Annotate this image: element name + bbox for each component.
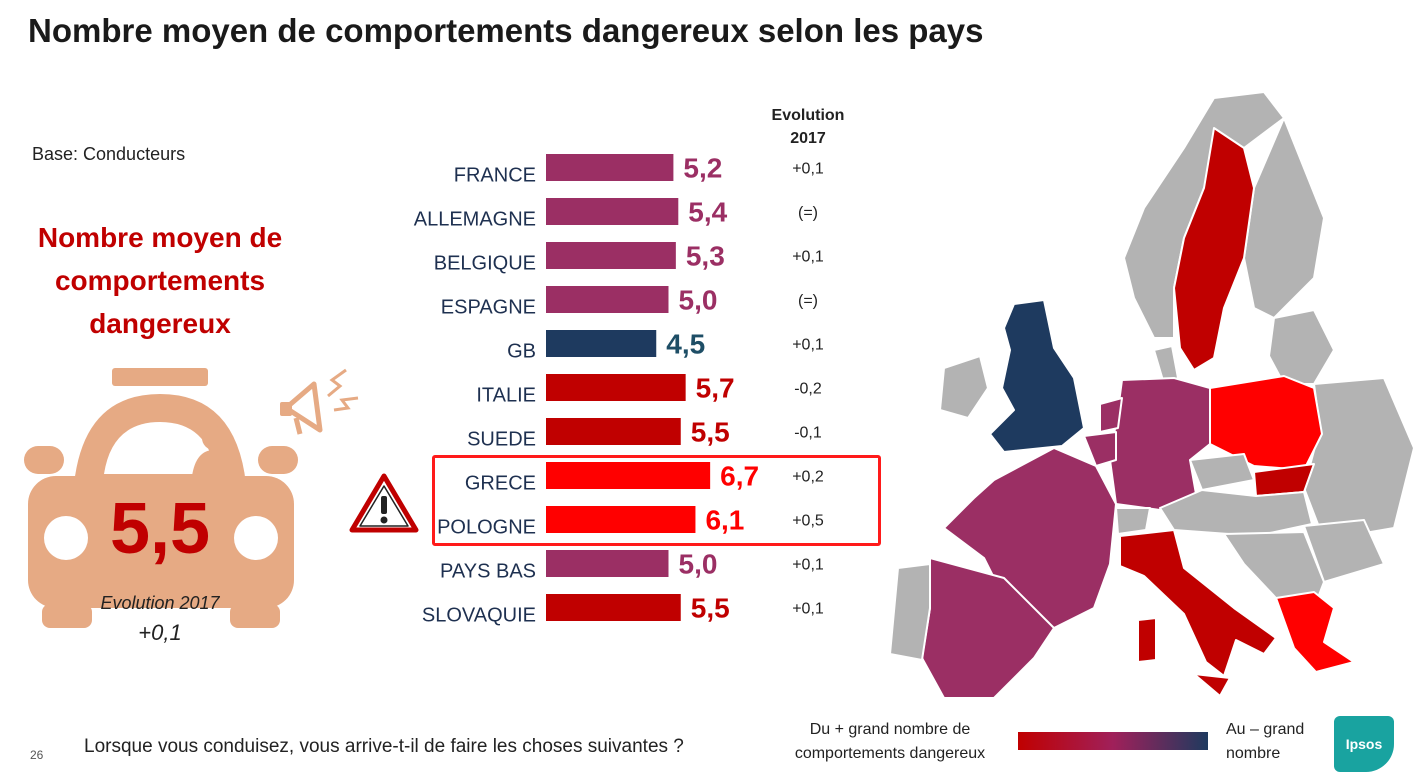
- map-sweden: [1173, 127, 1255, 371]
- map-czech: [1189, 453, 1255, 491]
- kpi-title-line: comportements: [54, 265, 266, 296]
- kpi-evolution-label: Evolution 2017: [100, 593, 220, 613]
- map-belarus-ukraine: [1303, 377, 1414, 541]
- category-label: PAYS BAS: [440, 561, 536, 583]
- bar: [546, 154, 674, 181]
- evolution-header: Evolution 2017: [758, 104, 858, 150]
- value-label: 6,7: [720, 461, 759, 492]
- legend-left-label: Du + grand nombre de comportements dange…: [770, 718, 1010, 766]
- category-label: ITALIE: [476, 385, 536, 407]
- legend-line: nombre: [1226, 745, 1281, 762]
- category-label: SUEDE: [467, 429, 536, 451]
- bar-chart: FRANCE 5,2 +0,1 ALLEMAGNE 5,4 (=) BELGIQUE 5,3 +…: [414, 153, 824, 627]
- value-label: 5,3: [686, 241, 725, 272]
- category-label: POLOGNE: [437, 517, 536, 539]
- value-label: 5,0: [679, 285, 718, 316]
- map-italy: [1119, 529, 1277, 677]
- value-label: 5,4: [688, 197, 727, 228]
- map-sardinia: [1137, 617, 1157, 663]
- evolution-value: +0,1: [792, 601, 824, 618]
- evolution-value: -0,1: [794, 425, 822, 442]
- bar: [546, 286, 669, 313]
- evolution-header-line: Evolution: [771, 107, 845, 124]
- kpi-title-line: dangereux: [89, 308, 231, 339]
- kpi-title-line: Nombre moyen de: [37, 222, 283, 253]
- map-portugal: [889, 563, 931, 661]
- value-label: 5,5: [691, 417, 730, 448]
- logo-text: Ipsos: [1345, 736, 1383, 752]
- value-label: 5,0: [679, 549, 718, 580]
- evolution-value: (=): [798, 293, 818, 310]
- evolution-value: +0,1: [792, 161, 824, 178]
- evolution-value: +0,5: [792, 513, 824, 530]
- bar: [546, 594, 681, 621]
- value-label: 5,2: [683, 153, 722, 184]
- evolution-value: (=): [798, 205, 818, 222]
- bar: [546, 330, 657, 357]
- map-norway: [1123, 91, 1285, 339]
- category-label: ALLEMAGNE: [414, 209, 536, 231]
- value-label: 6,1: [705, 505, 744, 536]
- map-greece: [1275, 591, 1355, 673]
- value-label: 4,5: [666, 329, 705, 360]
- kpi-evolution-value: +0,1: [138, 620, 182, 645]
- category-label: ESPAGNE: [441, 297, 536, 319]
- map-slovakia: [1253, 463, 1315, 497]
- legend-gradient-bar: [1018, 732, 1208, 750]
- map-austria-hungary: [1159, 489, 1313, 537]
- evolution-value: +0,1: [792, 249, 824, 266]
- megaphone-icon: [280, 368, 359, 435]
- category-label: GRECE: [465, 473, 536, 495]
- page-number: 26: [30, 748, 44, 762]
- map-denmark: [1153, 345, 1179, 385]
- map-switzerland: [1115, 507, 1151, 535]
- kpi-title: Nombre moyen de comportements dangereux: [10, 216, 310, 345]
- value-label: 5,7: [696, 373, 735, 404]
- bar: [546, 462, 711, 489]
- category-label: GB: [507, 341, 536, 363]
- map-germany: [1109, 377, 1211, 511]
- evolution-value: +0,1: [792, 337, 824, 354]
- bar: [546, 242, 676, 269]
- evolution-header-line: 2017: [790, 130, 826, 147]
- map-gb: [989, 299, 1085, 453]
- question-text: Lorsque vous conduisez, vous arrive-t-il…: [84, 736, 684, 757]
- bar: [546, 550, 669, 577]
- evolution-value: -0,2: [794, 381, 822, 398]
- map-sicily: [1193, 673, 1231, 697]
- category-label: BELGIQUE: [434, 253, 536, 275]
- warning-triangle-icon: [349, 473, 419, 533]
- europe-map: [889, 91, 1414, 699]
- bar: [546, 418, 681, 445]
- value-label: 5,5: [691, 593, 730, 624]
- ipsos-logo: Ipsos: [1334, 716, 1394, 772]
- legend-line: Au – grand: [1226, 721, 1305, 738]
- map-france: [943, 447, 1117, 629]
- base-label: Base: Conducteurs: [32, 144, 186, 164]
- legend-right-label: Au – grand nombre: [1226, 718, 1336, 766]
- map-baltics: [1268, 309, 1335, 385]
- category-label: SLOVAQUIE: [422, 605, 536, 627]
- bar: [546, 374, 686, 401]
- map-finland: [1243, 117, 1325, 319]
- bar: [546, 198, 679, 225]
- page-title: Nombre moyen de comportements dangereux …: [28, 12, 984, 49]
- evolution-value: +0,1: [792, 557, 824, 574]
- map-netherlands: [1099, 397, 1123, 433]
- highlight-box: [432, 455, 881, 546]
- bar: [546, 506, 696, 533]
- kpi-value: 5,5: [109, 489, 211, 569]
- category-label: FRANCE: [454, 165, 536, 187]
- car-icon: [24, 368, 359, 628]
- legend-line: Du + grand nombre de: [809, 721, 971, 738]
- map-belgium: [1083, 431, 1117, 467]
- map-poland: [1209, 375, 1323, 471]
- evolution-value: +0,2: [792, 469, 824, 486]
- legend-line: comportements dangereux: [794, 745, 986, 762]
- map-ireland: [939, 355, 989, 419]
